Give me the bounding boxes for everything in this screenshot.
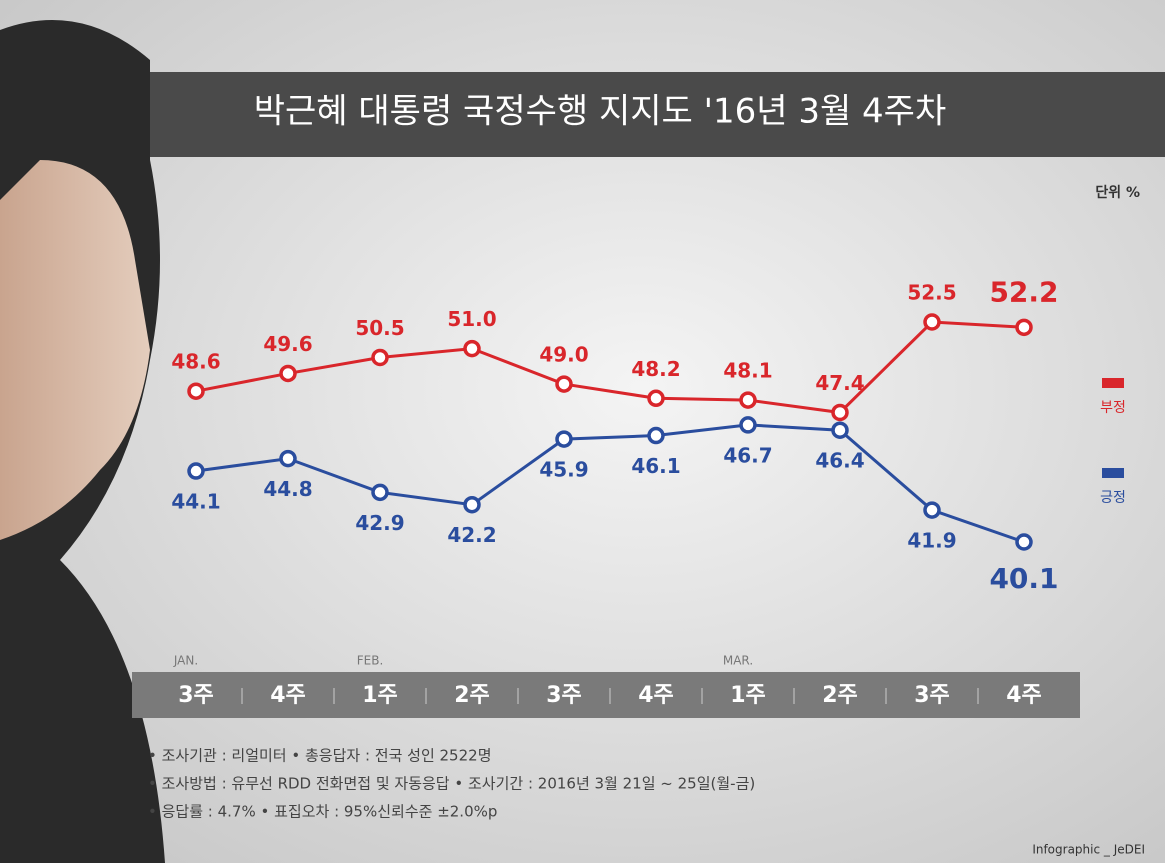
value-label: 48.1 [723,359,772,383]
point [741,393,755,407]
footnote: • 조사방법 : 유무선 RDD 전화면접 및 자동응답 • 조사기간 : 20… [148,775,755,793]
x-tick-label: 3주 [914,683,950,708]
value-label: 52.2 [989,275,1058,308]
value-label: 48.2 [631,357,680,381]
legend-label: 긍정 [1100,490,1126,506]
point [281,452,295,466]
value-label: 45.9 [539,458,588,482]
point [833,405,847,419]
month-label: JAN. [173,654,198,668]
x-tick-label: 2주 [454,683,490,708]
x-tick-label: 4주 [638,683,674,708]
footnote: • 조사기관 : 리얼미터 • 총응답자 : 전국 성인 2522명 [148,747,492,765]
value-label: 46.7 [723,443,772,467]
point [649,429,663,443]
chart-title: 박근혜 대통령 국정수행 지지도 '16년 3월 4주차 [254,92,946,132]
x-tick-label: 1주 [362,683,398,708]
point [373,350,387,364]
credit: Infographic _ JeDEI [1032,843,1145,857]
value-label: 41.9 [907,529,956,553]
point [189,464,203,478]
value-label: 49.0 [539,343,588,367]
value-label: 46.1 [631,454,680,478]
point [465,342,479,356]
legend-label: 부정 [1100,400,1126,416]
value-label: 49.6 [263,332,312,356]
month-label: FEB. [357,654,384,668]
point [557,377,571,391]
point [557,432,571,446]
month-label: MAR. [723,654,753,668]
point [281,366,295,380]
x-tick-label: 4주 [270,683,306,708]
point [373,485,387,499]
x-tick-label: 3주 [546,683,582,708]
point [465,498,479,512]
value-label: 44.8 [263,477,312,501]
point [925,315,939,329]
value-label: 50.5 [355,316,404,340]
value-label: 52.5 [907,281,956,305]
unit-label: 단위 % [1095,184,1140,201]
legend-swatch [1102,468,1124,478]
value-label: 51.0 [447,307,496,331]
value-label: 42.2 [447,523,496,547]
x-tick-label: 1주 [730,683,766,708]
value-label: 48.6 [171,350,220,374]
footnote: • 응답률 : 4.7% • 표집오차 : 95%신뢰수준 ±2.0%p [148,803,497,821]
value-label: 47.4 [815,371,864,395]
value-label: 40.1 [989,562,1058,595]
chart: 박근혜 대통령 국정수행 지지도 '16년 3월 4주차 단위 % Infogr… [0,0,1165,863]
legend-swatch [1102,378,1124,388]
value-label: 42.9 [355,511,404,535]
point [925,503,939,517]
point [833,423,847,437]
point [1017,320,1031,334]
x-tick-label: 3주 [178,683,214,708]
x-tick-label: 4주 [1006,683,1042,708]
point [741,418,755,432]
value-label: 44.1 [171,490,220,514]
point [1017,535,1031,549]
point [189,384,203,398]
point [649,391,663,405]
x-tick-label: 2주 [822,683,858,708]
value-label: 46.4 [815,449,864,473]
